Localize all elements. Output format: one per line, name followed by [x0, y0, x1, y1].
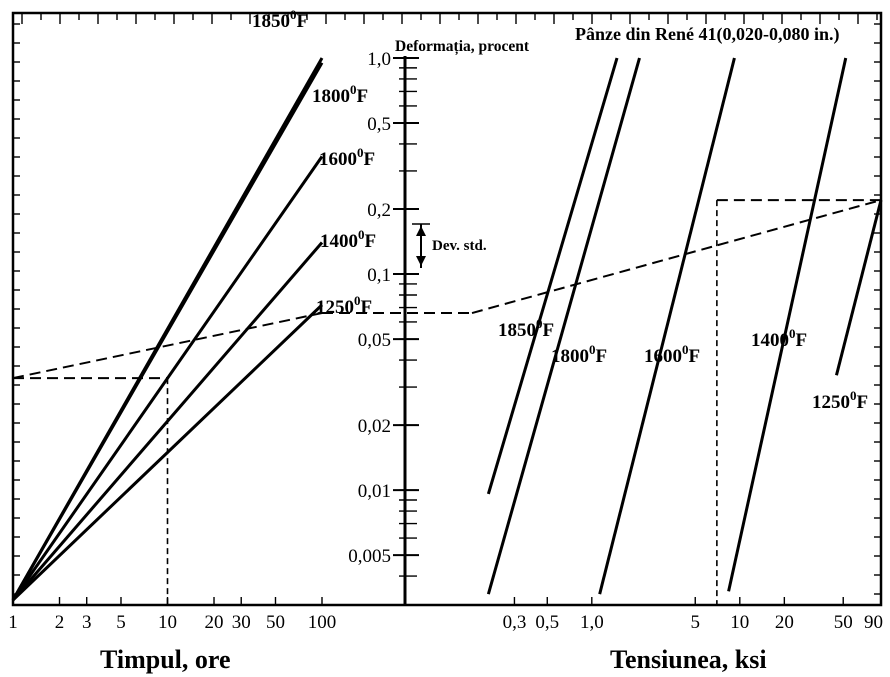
- chart-title: Pânze din René 41(0,020-0,080 in.): [575, 24, 840, 45]
- stress-series-1600: [598, 57, 736, 595]
- stress-tick-label-1-0: 1,0: [580, 612, 604, 633]
- time-series-label-1800: 18000F: [312, 82, 368, 107]
- stress-series-label-1850: 18500F: [498, 316, 554, 341]
- time-tick-label-5: 5: [116, 612, 126, 633]
- strain-tick-label-1-0: 1,0: [367, 49, 391, 70]
- strain-tick-label-0-02: 0,02: [358, 416, 391, 437]
- time-axis-title: Timpul, ore: [100, 645, 231, 674]
- stress-series-1800: [486, 57, 641, 595]
- stress-series-label-1250: 12500F: [812, 388, 868, 413]
- time-series-label-1400: 14000F: [320, 227, 376, 252]
- std-dev-label: Dev. std.: [432, 238, 487, 254]
- stress-trend-dashed: [471, 199, 882, 315]
- time-tick-label-1: 1: [8, 612, 18, 633]
- stress-tick-label-90: 90: [864, 612, 883, 633]
- stress-tick-label-20: 20: [775, 612, 794, 633]
- strain-tick-label-0-1: 0,1: [367, 265, 391, 286]
- stress-panel-series: [486, 57, 883, 595]
- stress-tick-label-0-5: 0,5: [535, 612, 559, 633]
- series-labels: 18500F18000F16000F14000F12500F18500F1800…: [252, 7, 868, 413]
- strain-tick-label-0-01: 0,01: [358, 481, 391, 502]
- stress-series-label-1600: 16000F: [644, 342, 700, 367]
- std-dev-arrowhead-down: [416, 256, 426, 266]
- x-axis-tick-labels: 1 2 3 5 10 20 30 50 100 0,3 0,5 1,0 5 10 20 50 90: [8, 597, 883, 633]
- stress-tick-label-5: 5: [690, 612, 700, 633]
- plot-frame: [11, 11, 883, 607]
- time-tick-label-2: 2: [55, 612, 65, 633]
- time-tick-label-10: 10: [158, 612, 177, 633]
- center-strain-axis: 1,0 0,5 0,2 0,1 0,05 0,02 0,01 0,005: [348, 49, 430, 605]
- time-tick-label-20: 20: [205, 612, 224, 633]
- dashed-reference-lines: [12, 199, 882, 605]
- time-series-label-1850: 18500F: [252, 7, 308, 32]
- stress-tick-label-10: 10: [730, 612, 749, 633]
- stress-series-1850: [486, 57, 619, 495]
- stress-series-label-1400: 14000F: [751, 326, 807, 351]
- strain-tick-label-0-2: 0,2: [367, 200, 391, 221]
- strain-axis-label: Deformația, procent: [395, 38, 530, 55]
- strain-tick-label-0-005: 0,005: [348, 546, 391, 567]
- time-tick-label-3: 3: [82, 612, 92, 633]
- time-tick-label-50: 50: [266, 612, 285, 633]
- stress-axis-title: Tensiunea, ksi: [610, 645, 767, 674]
- time-tick-label-100: 100: [308, 612, 337, 633]
- time-series-1800: [11, 62, 324, 601]
- strain-tick-label-0-5: 0,5: [367, 114, 391, 135]
- stress-tick-label-50: 50: [834, 612, 853, 633]
- std-dev-arrowhead-up: [416, 226, 426, 236]
- stress-series-1250: [835, 199, 883, 376]
- strain-tick-label-0-05: 0,05: [358, 330, 391, 351]
- time-tick-label-30: 30: [232, 612, 251, 633]
- top-edge-ticks: [21, 13, 878, 24]
- time-trend-dashed: [12, 312, 323, 380]
- stress-series-label-1800: 18000F: [551, 342, 607, 367]
- time-series-label-1250: 12500F: [316, 293, 372, 318]
- stress-tick-label-0-3: 0,3: [503, 612, 527, 633]
- time-series-label-1600: 16000F: [319, 145, 375, 170]
- stress-series-1400: [727, 57, 848, 592]
